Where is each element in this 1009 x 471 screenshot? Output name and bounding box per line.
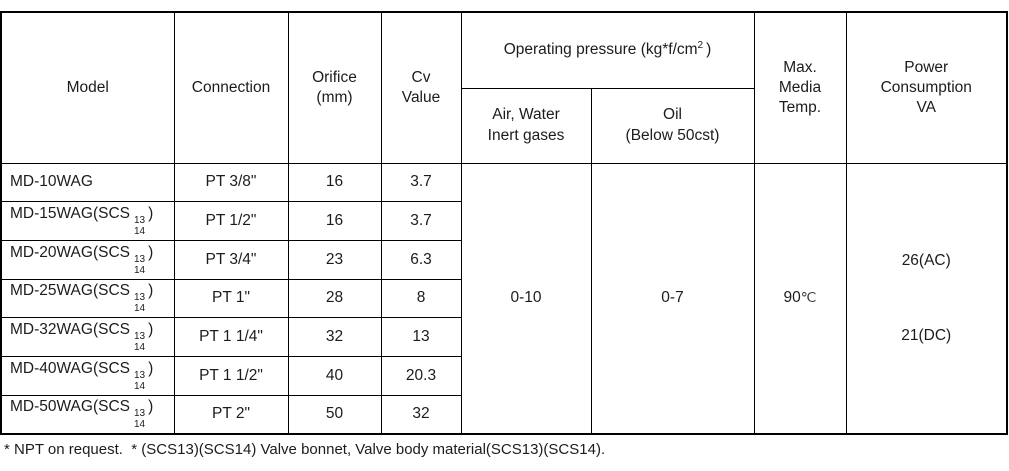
table-row: MD-25WAG(SCS 13 14) PT 1" 28 8	[0, 278, 1007, 319]
power-values: 26(AC) 21(DC)	[847, 252, 1007, 345]
oil-pressure-value-cell: 0-7	[590, 162, 755, 435]
celsius-symbol: ℃	[800, 289, 817, 306]
cv-cell: 13	[380, 317, 462, 357]
orifice-cell: 40	[287, 355, 382, 396]
model-cell: MD-40WAG(SCS 13 14)	[0, 355, 175, 396]
model-cell: MD-50WAG(SCS 13 14)	[0, 394, 175, 435]
model-cell: MD-15WAG(SCS 13 14)	[0, 201, 175, 241]
model-cell: MD-10WAG	[0, 162, 175, 203]
model-label: MD-40WAG(SCS	[10, 359, 130, 377]
header-row-sub: Air, Water Inert gases Oil (Below 50cst)	[1, 87, 1007, 164]
scs-stack: 13 14	[134, 215, 145, 237]
connection-cell: PT 2"	[173, 394, 289, 435]
model-label: MD-20WAG(SCS	[10, 243, 130, 261]
scs-stack: 13 14	[134, 292, 145, 314]
orifice-cell: 23	[287, 239, 382, 280]
connection-cell: PT 1/2"	[173, 201, 289, 241]
model-label: MD-32WAG(SCS	[10, 321, 130, 339]
scs-top: 13	[134, 331, 146, 343]
scs-bottom: 14	[134, 303, 146, 315]
model-label: MD-10WAG	[10, 173, 93, 191]
connection-cell: PT 3/8"	[173, 162, 289, 203]
scs-stack: 13 14	[134, 370, 145, 392]
connection-cell: PT 1"	[173, 278, 289, 319]
orifice-cell: 16	[287, 201, 382, 241]
scs-top: 13	[134, 292, 146, 304]
cv-cell: 32	[380, 394, 462, 435]
power-ac-value: 26(AC)	[901, 251, 951, 269]
model-cell: MD-20WAG(SCS 13 14)	[0, 239, 175, 280]
table-row: MD-50WAG(SCS 13 14) PT 2" 50 32	[0, 394, 1007, 435]
power-value-cell: 26(AC) 21(DC)	[845, 162, 1008, 435]
scs-stack: 13 14	[134, 408, 145, 430]
table-row: MD-20WAG(SCS 13 14) PT 3/4" 23 6.3	[0, 239, 1007, 280]
model-close-paren: )	[148, 205, 154, 223]
model-label: MD-15WAG(SCS	[10, 205, 130, 223]
scs-top: 13	[134, 408, 146, 420]
orifice-cell: 28	[287, 278, 382, 319]
table-row: MD-10WAG PT 3/8" 16 3.7 0-10 0-7 90℃ 26(…	[0, 162, 1008, 435]
scs-stack: 13 14	[134, 254, 145, 276]
scs-top: 13	[134, 369, 146, 381]
valve-spec-table: Model Connection Orifice (mm) Cv Value O…	[0, 11, 1008, 435]
cv-cell: 3.7	[380, 162, 462, 203]
connection-header: Connection	[173, 11, 289, 164]
model-label: MD-50WAG(SCS	[10, 398, 130, 416]
header-row-top: Model Connection Orifice (mm) Cv Value O…	[0, 11, 1008, 164]
orifice-cell: 32	[287, 317, 382, 357]
cv-cell: 20.3	[380, 355, 462, 396]
scs-bottom: 14	[134, 264, 146, 276]
cv-value-header: Cv Value	[380, 11, 462, 164]
orifice-cell: 50	[287, 394, 382, 435]
cv-cell: 8	[380, 278, 462, 319]
model-close-paren: )	[148, 282, 154, 300]
scs-top: 13	[134, 253, 146, 265]
power-dc-value: 21(DC)	[901, 326, 952, 344]
scs-bottom: 14	[134, 380, 146, 392]
table-row: MD-40WAG(SCS 13 14) PT 1 1/2" 40 20.3	[0, 355, 1007, 396]
model-close-paren: )	[148, 321, 154, 339]
orifice-header: Orifice (mm)	[287, 11, 382, 164]
air-water-pressure-value-cell: 0-10	[460, 162, 592, 435]
orifice-cell: 16	[287, 162, 382, 203]
model-cell: MD-32WAG(SCS 13 14)	[0, 317, 175, 357]
scs-bottom: 14	[134, 342, 146, 354]
scs-bottom: 14	[134, 226, 146, 238]
model-close-paren: )	[148, 243, 154, 261]
scs-bottom: 14	[134, 419, 146, 431]
connection-cell: PT 3/4"	[173, 239, 289, 280]
model-header: Model	[0, 11, 175, 164]
cv-cell: 6.3	[380, 239, 462, 280]
pressure-unit-exponent: 2	[697, 40, 704, 52]
oil-header: Oil (Below 50cst)	[590, 87, 755, 164]
operating-pressure-label: Operating pressure (kg*f/cm	[503, 41, 698, 59]
model-cell: MD-25WAG(SCS 13 14)	[0, 278, 175, 319]
max-media-temp-header: Max. Media Temp.	[753, 11, 847, 164]
operating-pressure-header: Operating pressure (kg*f/cm2)	[460, 11, 755, 89]
power-consumption-header: Power Consumption VA	[845, 11, 1008, 164]
max-temp-number: 90	[783, 289, 801, 307]
scs-top: 13	[134, 215, 146, 227]
cv-cell: 3.7	[380, 201, 462, 241]
model-label: MD-25WAG(SCS	[10, 282, 130, 300]
air-water-header: Air, Water Inert gases	[460, 87, 592, 164]
model-close-paren: )	[148, 359, 154, 377]
table-row: MD-15WAG(SCS 13 14) PT 1/2" 16 3.7	[0, 201, 1007, 241]
scs-stack: 13 14	[134, 331, 145, 353]
model-close-paren: )	[148, 398, 154, 416]
pressure-close-paren: )	[706, 41, 712, 59]
footnote: * NPT on request. * (SCS13)(SCS14) Valve…	[4, 441, 606, 458]
connection-cell: PT 1 1/2"	[173, 355, 289, 396]
max-temp-value-cell: 90℃	[753, 162, 847, 435]
connection-cell: PT 1 1/4"	[173, 317, 289, 357]
